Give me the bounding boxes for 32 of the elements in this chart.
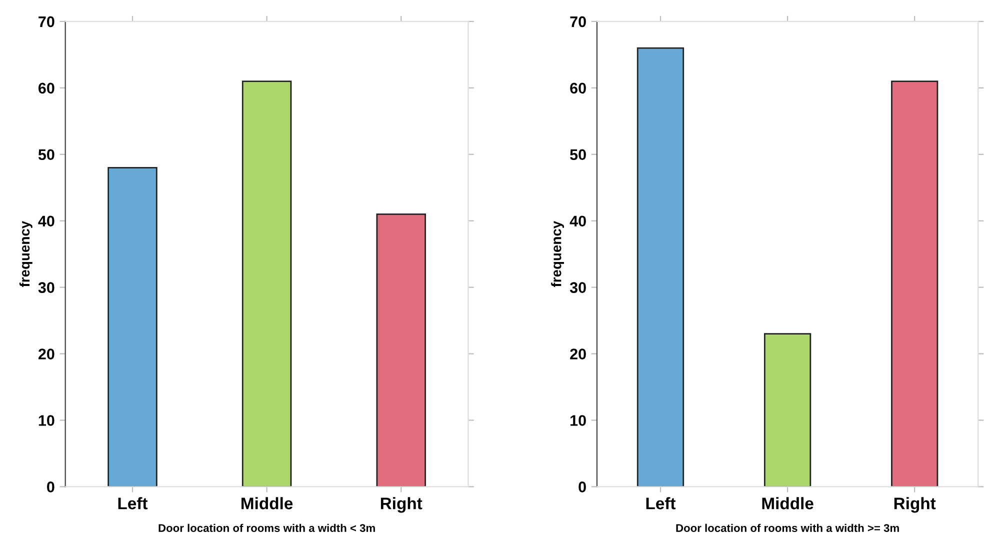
x-tick-label: Left (118, 497, 148, 510)
x-tick-label: Right (380, 497, 422, 513)
bar (376, 213, 426, 487)
y-tick-label: 70 (38, 16, 54, 28)
bar (764, 333, 812, 487)
x-tick-label: Right (894, 497, 936, 513)
y-tick-label: 50 (570, 149, 586, 160)
y-tick-label: 10 (38, 415, 54, 426)
y-tick-label: 50 (38, 149, 54, 160)
y-tick-label: 30 (38, 282, 54, 294)
x-axis-title: Door location of rooms with a width < 3m (158, 524, 375, 532)
y-tick-label: 40 (570, 216, 586, 227)
bar (891, 80, 938, 487)
y-tick-label: 20 (570, 348, 586, 360)
y-tick-label: 0 (578, 482, 586, 492)
y-tick-label: 60 (570, 82, 586, 94)
x-axis-title: Door location of rooms with a width >= 3m (676, 524, 899, 532)
bar (636, 47, 684, 487)
y-axis-title: frequency (19, 220, 32, 288)
bar (242, 80, 292, 487)
x-tick-label: Middle (762, 497, 814, 510)
y-tick-label: 0 (47, 482, 54, 492)
bar (108, 166, 158, 487)
y-tick-label: 40 (38, 216, 54, 227)
y-tick-label: 30 (570, 282, 586, 294)
y-tick-label: 20 (38, 348, 54, 360)
y-tick-label: 70 (570, 16, 586, 28)
y-axis-title: frequency (551, 220, 564, 288)
x-tick-label: Left (646, 497, 676, 510)
y-tick-label: 10 (570, 415, 586, 426)
x-tick-label: Middle (242, 497, 293, 510)
y-tick-label: 60 (38, 82, 54, 94)
